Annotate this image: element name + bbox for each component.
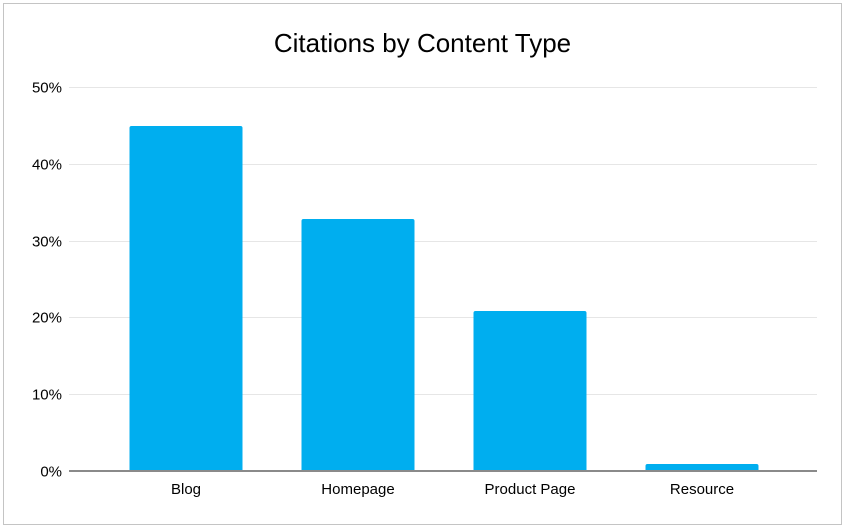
category-band-blog: Blog xyxy=(100,88,272,498)
chart-title: Citations by Content Type xyxy=(273,28,572,58)
y-tick-label-10: 10% xyxy=(31,386,62,404)
y-tick-label-50: 50% xyxy=(31,79,62,97)
bars-area: Blog Homepage Product Page Resource xyxy=(100,88,788,498)
y-tick-label-40: 40% xyxy=(31,156,62,174)
y-tick-label-0: 0% xyxy=(40,463,62,481)
category-band-homepage: Homepage xyxy=(272,88,444,498)
bar-homepage xyxy=(301,218,415,472)
x-tick-label-resource: Resource xyxy=(669,481,735,498)
bar-blog xyxy=(129,126,243,472)
gridline-10 xyxy=(69,394,817,396)
plot-area: Blog Homepage Product Page Resource 0% 10% 20… xyxy=(32,81,817,498)
x-tick-label-blog: Blog xyxy=(170,481,202,498)
x-tick-label-product-page: Product Page xyxy=(484,481,576,498)
bar-resource xyxy=(645,464,759,472)
gridline-20 xyxy=(69,317,817,319)
x-tick-label-homepage: Homepage xyxy=(321,481,395,498)
category-band-resource: Resource xyxy=(616,88,788,498)
bar-product-page xyxy=(473,310,587,472)
category-band-product-page: Product Page xyxy=(444,88,616,498)
y-tick-label-30: 30% xyxy=(31,233,62,251)
gridline-50 xyxy=(69,87,817,88)
gridline-40 xyxy=(69,163,817,165)
y-tick-label-20: 20% xyxy=(31,309,62,327)
x-axis-line xyxy=(69,470,817,472)
gridline-30 xyxy=(69,240,817,242)
